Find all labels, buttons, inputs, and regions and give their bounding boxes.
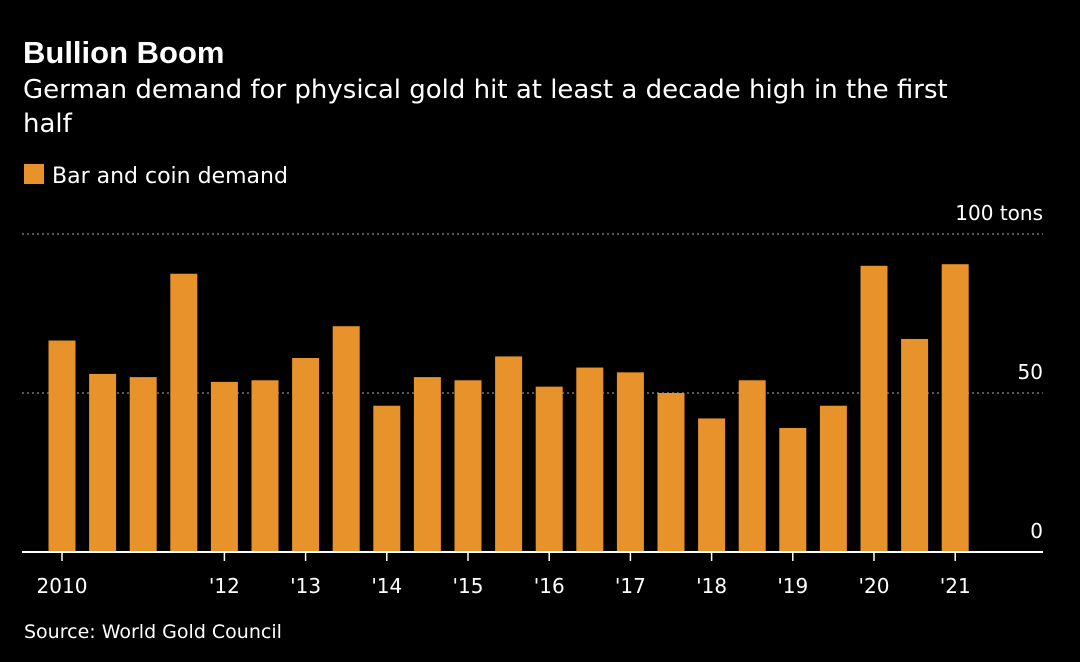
bar bbox=[48, 340, 76, 552]
x-tick-label: '17 bbox=[615, 574, 646, 598]
bar bbox=[901, 338, 929, 552]
x-tick-label: '19 bbox=[777, 574, 808, 598]
bar bbox=[413, 377, 441, 552]
bar bbox=[779, 427, 807, 552]
y-tick-label: 50 bbox=[1018, 360, 1043, 384]
bar bbox=[373, 405, 401, 552]
source-note: Source: World Gold Council bbox=[24, 621, 282, 643]
bar bbox=[251, 380, 279, 552]
bar bbox=[89, 373, 117, 552]
bar bbox=[292, 358, 320, 552]
bar bbox=[495, 356, 523, 552]
axis-layer: 2010 '12 '13 '14 '15 '16 '17 '18 '19 '20 '21 bbox=[22, 551, 1043, 598]
x-tick-label: '18 bbox=[696, 574, 727, 598]
x-tick-label: '21 bbox=[940, 574, 971, 598]
y-tick-label: 0 bbox=[1030, 519, 1043, 543]
bar bbox=[657, 393, 685, 552]
bar bbox=[454, 380, 482, 552]
x-tick-label: '15 bbox=[453, 574, 484, 598]
x-tick-label: 2010 bbox=[37, 574, 88, 598]
bar bbox=[698, 418, 726, 552]
chart-subtitle-line-2: half bbox=[23, 109, 73, 139]
bar bbox=[738, 380, 766, 552]
bar bbox=[170, 273, 198, 552]
bar bbox=[535, 386, 563, 552]
bar bbox=[860, 265, 888, 552]
x-tick-label: '12 bbox=[209, 574, 240, 598]
x-tick-label: '13 bbox=[290, 574, 321, 598]
bar bbox=[819, 405, 847, 552]
chart-subtitle-line-1: German demand for physical gold hit at l… bbox=[23, 75, 948, 105]
bar bbox=[129, 377, 157, 552]
bars-layer bbox=[48, 264, 969, 552]
y-tick-label: 100 tons bbox=[955, 201, 1043, 225]
bar bbox=[941, 264, 969, 552]
legend-label: Bar and coin demand bbox=[52, 164, 288, 189]
bar bbox=[576, 367, 604, 552]
chart-title: Bullion Boom bbox=[23, 35, 224, 70]
bar bbox=[210, 381, 238, 552]
x-tick-label: '20 bbox=[859, 574, 890, 598]
x-tick-label: '16 bbox=[534, 574, 565, 598]
bar bbox=[616, 372, 644, 552]
x-tick-label: '14 bbox=[371, 574, 402, 598]
legend-swatch bbox=[24, 164, 44, 184]
bar bbox=[332, 326, 360, 552]
